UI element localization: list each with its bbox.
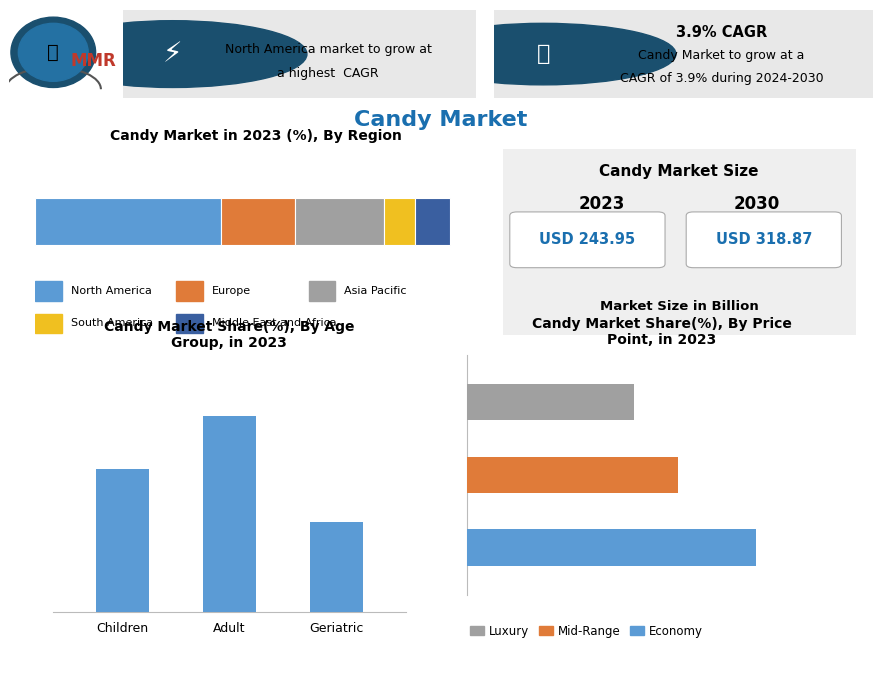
Text: North America: North America bbox=[71, 286, 152, 296]
FancyBboxPatch shape bbox=[496, 145, 863, 339]
Text: Candy Market: Candy Market bbox=[355, 110, 527, 130]
Text: ⚡: ⚡ bbox=[163, 40, 183, 68]
Bar bbox=[95, 468, 149, 612]
Bar bbox=[310, 522, 363, 612]
Circle shape bbox=[39, 21, 307, 87]
Text: Europe: Europe bbox=[212, 286, 250, 296]
Text: MMR: MMR bbox=[71, 52, 116, 70]
Title: Candy Market Share(%), By Age
Group, in 2023: Candy Market Share(%), By Age Group, in … bbox=[104, 320, 355, 350]
Text: 3.9% CAGR: 3.9% CAGR bbox=[676, 24, 767, 40]
Bar bbox=[467, 529, 756, 566]
Bar bbox=[309, 281, 335, 301]
Bar bbox=[220, 198, 295, 245]
Bar bbox=[467, 384, 634, 420]
Text: 2023: 2023 bbox=[579, 195, 624, 214]
Bar bbox=[295, 198, 384, 245]
Bar bbox=[415, 198, 450, 245]
Title: Candy Market in 2023 (%), By Region: Candy Market in 2023 (%), By Region bbox=[110, 129, 401, 143]
Bar bbox=[176, 314, 203, 333]
Text: Candy Market Size: Candy Market Size bbox=[600, 164, 759, 178]
FancyBboxPatch shape bbox=[510, 212, 665, 268]
Bar bbox=[467, 457, 678, 493]
Title: Candy Market Share(%), By Price
Point, in 2023: Candy Market Share(%), By Price Point, i… bbox=[532, 316, 791, 347]
Text: USD 243.95: USD 243.95 bbox=[540, 233, 635, 247]
Bar bbox=[35, 314, 62, 333]
Text: a highest  CAGR: a highest CAGR bbox=[277, 67, 379, 80]
Bar bbox=[35, 281, 62, 301]
Legend: Luxury, Mid-Range, Economy: Luxury, Mid-Range, Economy bbox=[466, 620, 707, 642]
Text: North America market to grow at: North America market to grow at bbox=[225, 43, 431, 56]
Text: Middle East and Africa: Middle East and Africa bbox=[212, 318, 336, 329]
Circle shape bbox=[19, 23, 88, 81]
FancyBboxPatch shape bbox=[113, 7, 487, 101]
Text: CAGR of 3.9% during 2024-2030: CAGR of 3.9% during 2024-2030 bbox=[620, 72, 823, 85]
Text: 🔥: 🔥 bbox=[536, 44, 549, 64]
Bar bbox=[203, 416, 256, 612]
FancyBboxPatch shape bbox=[686, 212, 841, 268]
Text: Asia Pacific: Asia Pacific bbox=[344, 286, 407, 296]
Bar bbox=[35, 198, 220, 245]
Circle shape bbox=[11, 17, 95, 87]
Bar bbox=[384, 198, 415, 245]
Text: Market Size in Billion: Market Size in Billion bbox=[600, 300, 759, 313]
Text: Candy Market to grow at a: Candy Market to grow at a bbox=[639, 49, 804, 62]
Text: South America: South America bbox=[71, 318, 153, 329]
Text: USD 318.87: USD 318.87 bbox=[715, 233, 812, 247]
FancyBboxPatch shape bbox=[482, 7, 882, 101]
Circle shape bbox=[410, 23, 676, 84]
Text: 🌍: 🌍 bbox=[48, 43, 59, 62]
Text: 2030: 2030 bbox=[734, 195, 780, 214]
Bar bbox=[176, 281, 203, 301]
